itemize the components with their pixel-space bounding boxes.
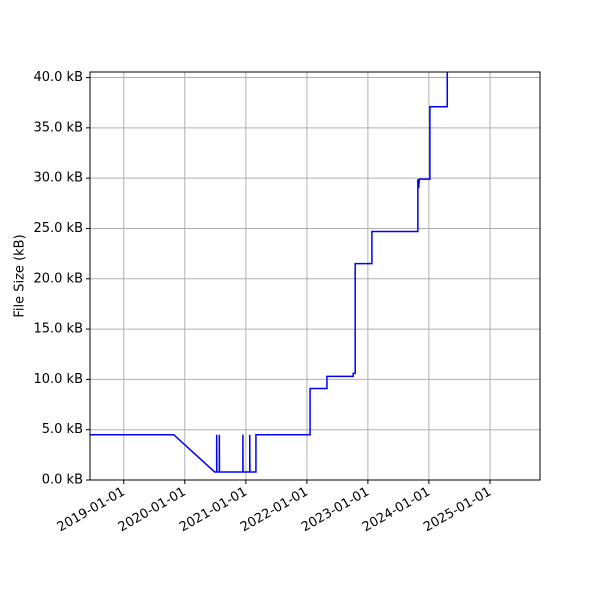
plot-frame — [89, 71, 541, 481]
y-tick-label: 40.0 kB — [33, 70, 83, 85]
x-tick-label: 2023-01-01 — [299, 484, 372, 535]
x-tick-label: 2022-01-01 — [238, 484, 311, 535]
y-tick-label: 10.0 kB — [33, 372, 83, 387]
y-axis-label: File Size (kB) — [13, 234, 28, 317]
y-tick-label: 25.0 kB — [33, 221, 83, 236]
y-tick-label: 5.0 kB — [42, 422, 83, 437]
x-tick-label: 2020-01-01 — [116, 484, 189, 535]
x-tick-label: 2024-01-01 — [360, 484, 433, 535]
y-tick-label: 15.0 kB — [33, 322, 83, 337]
data-line — [90, 72, 449, 473]
y-tick-label: 30.0 kB — [33, 171, 83, 186]
x-tick-label: 2021-01-01 — [177, 484, 250, 535]
y-tick-label: 35.0 kB — [33, 120, 83, 135]
y-tick-label: 20.0 kB — [33, 271, 83, 286]
y-tick-label: 0.0 kB — [42, 473, 83, 488]
x-tick-label: 2025-01-01 — [421, 484, 494, 535]
x-tick-label: 2019-01-01 — [55, 484, 128, 535]
